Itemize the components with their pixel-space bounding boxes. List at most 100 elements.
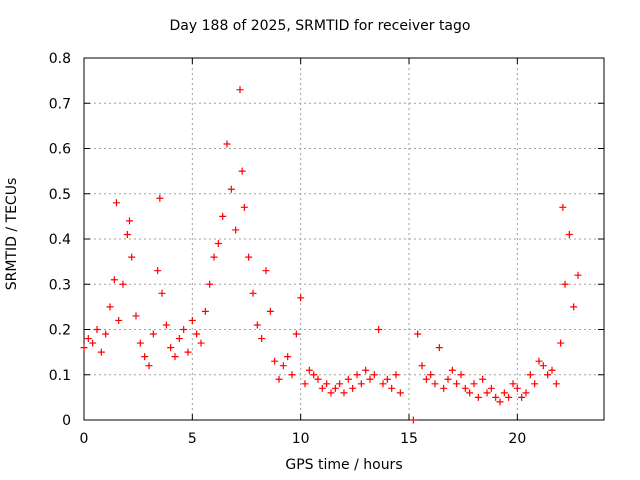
data-point: [513, 384, 521, 392]
data-point: [557, 339, 565, 347]
data-point: [197, 339, 205, 347]
data-point: [548, 366, 556, 374]
data-point: [362, 366, 370, 374]
data-point: [245, 253, 253, 261]
data-point: [427, 371, 435, 379]
data-point: [327, 389, 335, 397]
data-point: [518, 393, 526, 401]
data-point: [544, 371, 552, 379]
data-point: [236, 86, 244, 94]
data-point: [496, 398, 504, 406]
data-point: [336, 380, 344, 388]
data-point: [145, 362, 153, 370]
x-tick-label: 0: [80, 431, 89, 447]
data-point: [539, 362, 547, 370]
data-point: [531, 380, 539, 388]
data-point: [349, 384, 357, 392]
data-point: [448, 366, 456, 374]
data-point: [353, 371, 361, 379]
x-tick-label: 15: [400, 431, 418, 447]
data-point: [331, 384, 339, 392]
data-point: [223, 140, 231, 148]
plot-frame: [83, 57, 605, 421]
data-point: [219, 212, 227, 220]
data-point: [149, 330, 157, 338]
data-point: [113, 199, 120, 207]
data-point: [284, 353, 292, 361]
data-point: [422, 375, 430, 383]
data-point: [318, 384, 326, 392]
data-point: [102, 330, 110, 338]
data-point: [323, 380, 331, 388]
data-point: [479, 375, 487, 383]
data-point: [483, 389, 491, 397]
data-point: [156, 194, 164, 202]
data-point: [375, 326, 383, 333]
data-point: [509, 380, 517, 388]
data-points: [80, 86, 582, 424]
data-point: [84, 335, 92, 343]
data-point: [106, 303, 114, 311]
chart-title: Day 188 of 2025, SRMTID for receiver tag…: [169, 18, 471, 34]
data-point: [171, 353, 179, 361]
data-point: [366, 375, 374, 383]
data-point: [552, 380, 560, 388]
data-point: [500, 389, 508, 397]
data-point: [526, 371, 534, 379]
data-point: [414, 330, 422, 338]
data-point: [249, 289, 257, 297]
data-point: [314, 375, 322, 383]
data-point: [266, 307, 274, 315]
data-point: [227, 185, 235, 193]
data-point: [232, 226, 240, 234]
data-point: [305, 366, 313, 374]
data-point: [110, 276, 118, 284]
data-point: [288, 371, 296, 379]
data-point: [97, 348, 105, 356]
data-point: [80, 344, 88, 352]
data-point: [431, 380, 439, 388]
data-point: [440, 384, 448, 392]
data-point: [89, 339, 97, 347]
data-point: [214, 240, 222, 248]
y-tick-label: 0.1: [49, 368, 71, 384]
data-point: [201, 307, 209, 315]
data-point: [435, 344, 443, 352]
y-tick-label: 0.8: [49, 51, 71, 67]
data-point: [258, 335, 266, 343]
y-tick-label: 0.5: [49, 187, 71, 203]
data-point: [93, 326, 101, 333]
data-point: [271, 357, 279, 365]
data-point: [492, 393, 500, 401]
data-point: [128, 253, 136, 261]
data-point: [158, 289, 166, 297]
data-point: [301, 380, 309, 388]
data-point: [561, 280, 569, 288]
data-point: [383, 375, 391, 383]
data-point: [126, 217, 133, 225]
y-axis-label: SRMTID / TECUs: [4, 177, 20, 291]
data-point: [388, 384, 396, 392]
data-point: [418, 362, 426, 370]
data-point: [162, 321, 170, 329]
data-point: [474, 393, 482, 401]
x-tick-label: 5: [188, 431, 197, 447]
x-axis-label: GPS time / hours: [285, 457, 403, 473]
data-point: [275, 375, 283, 383]
data-point: [444, 375, 452, 383]
data-point: [154, 267, 162, 275]
data-point: [344, 375, 352, 383]
data-point: [570, 303, 578, 311]
data-point: [262, 267, 270, 275]
data-point: [119, 280, 127, 288]
data-point: [565, 230, 573, 238]
data-point: [357, 380, 365, 388]
data-point: [136, 339, 144, 347]
data-point: [292, 330, 300, 338]
data-point: [115, 316, 123, 324]
data-point: [193, 330, 201, 338]
x-tick-label: 20: [508, 431, 526, 447]
tick-labels: 0 5 10 15 20 0 0.1 0.2 0.3 0.4 0.5 0.6 0.7 0.8: [49, 51, 527, 447]
data-point: [559, 203, 567, 211]
